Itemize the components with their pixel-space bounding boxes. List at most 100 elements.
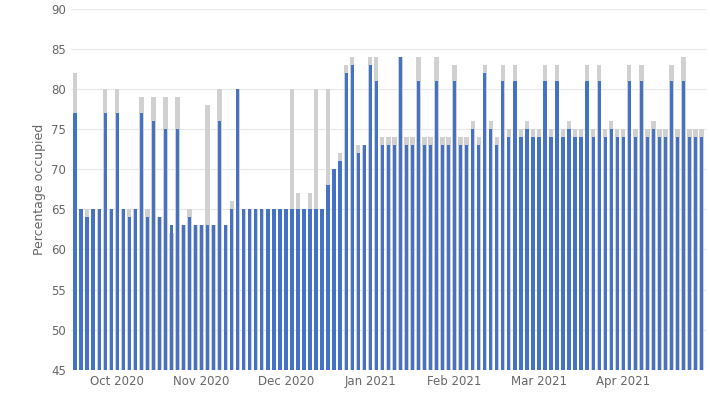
Bar	[104, 113, 106, 408]
Bar	[627, 65, 631, 408]
Bar	[585, 65, 589, 408]
Bar	[332, 169, 336, 408]
Bar	[471, 129, 474, 408]
Bar	[405, 145, 408, 408]
Bar	[555, 81, 559, 408]
Bar	[459, 145, 462, 408]
Bar	[229, 202, 234, 408]
Bar	[175, 97, 180, 408]
Bar	[694, 137, 697, 408]
Bar	[417, 81, 420, 408]
Bar	[488, 121, 493, 408]
Bar	[85, 217, 89, 408]
Bar	[525, 121, 529, 408]
Bar	[561, 129, 565, 408]
Bar	[356, 153, 360, 408]
Bar	[272, 209, 276, 408]
Bar	[687, 129, 692, 408]
Bar	[465, 145, 469, 408]
Bar	[320, 209, 324, 408]
Bar	[91, 209, 95, 408]
Bar	[368, 65, 372, 408]
Bar	[459, 137, 463, 408]
Bar	[381, 145, 384, 408]
Bar	[550, 137, 552, 408]
Bar	[121, 209, 126, 408]
Bar	[507, 129, 511, 408]
Bar	[127, 209, 131, 408]
Bar	[224, 226, 228, 408]
Bar	[241, 209, 246, 408]
Bar	[609, 121, 613, 408]
Bar	[386, 137, 390, 408]
Bar	[139, 97, 143, 408]
Bar	[80, 209, 83, 408]
Bar	[537, 129, 541, 408]
Bar	[495, 145, 498, 408]
Bar	[176, 129, 179, 408]
Bar	[423, 145, 426, 408]
Bar	[652, 129, 655, 408]
Bar	[513, 65, 517, 408]
Bar	[284, 209, 288, 408]
Bar	[200, 226, 203, 408]
Bar	[308, 209, 312, 408]
Bar	[290, 209, 294, 408]
Bar	[200, 226, 204, 408]
Bar	[688, 137, 692, 408]
Bar	[272, 209, 275, 408]
Bar	[344, 73, 348, 408]
Bar	[164, 129, 167, 408]
Bar	[157, 217, 162, 408]
Bar	[85, 209, 89, 408]
Bar	[351, 65, 354, 408]
Bar	[664, 137, 667, 408]
Bar	[700, 137, 704, 408]
Bar	[622, 137, 625, 408]
Bar	[327, 185, 329, 408]
Bar	[682, 81, 685, 408]
Bar	[151, 97, 155, 408]
Bar	[278, 209, 282, 408]
Bar	[615, 129, 619, 408]
Bar	[260, 209, 263, 408]
Bar	[531, 129, 535, 408]
Bar	[266, 209, 270, 408]
Bar	[152, 121, 155, 408]
Bar	[344, 65, 349, 408]
Bar	[314, 89, 318, 408]
Bar	[670, 65, 674, 408]
Bar	[248, 209, 252, 408]
Bar	[676, 137, 679, 408]
Bar	[236, 89, 239, 408]
Bar	[507, 137, 510, 408]
Bar	[495, 137, 499, 408]
Bar	[302, 209, 306, 408]
Bar	[603, 129, 607, 408]
Bar	[212, 226, 215, 408]
Bar	[278, 209, 282, 408]
Bar	[435, 57, 439, 408]
Bar	[513, 81, 516, 408]
Bar	[109, 209, 113, 408]
Bar	[387, 145, 390, 408]
Bar	[338, 153, 342, 408]
Bar	[308, 193, 312, 408]
Bar	[657, 129, 662, 408]
Bar	[296, 193, 300, 408]
Bar	[146, 209, 150, 408]
Bar	[489, 129, 493, 408]
Bar	[440, 137, 444, 408]
Bar	[356, 145, 361, 408]
Bar	[555, 65, 559, 408]
Bar	[562, 137, 564, 408]
Bar	[188, 217, 191, 408]
Bar	[519, 129, 523, 408]
Bar	[404, 137, 408, 408]
Bar	[422, 137, 427, 408]
Bar	[597, 65, 601, 408]
Bar	[471, 121, 475, 408]
Bar	[598, 81, 601, 408]
Bar	[441, 145, 444, 408]
Bar	[380, 137, 385, 408]
